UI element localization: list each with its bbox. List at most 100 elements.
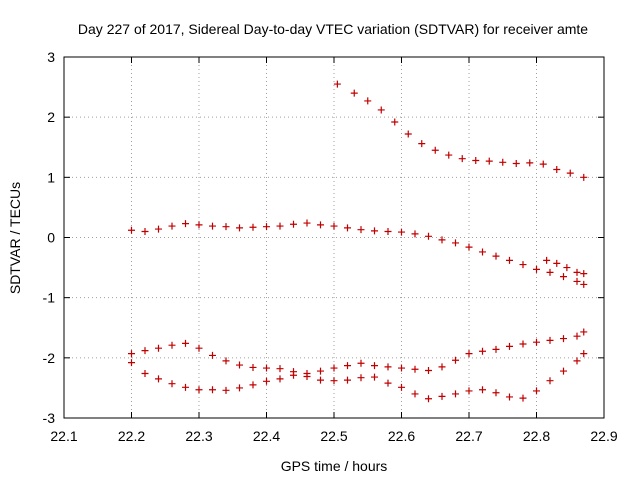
data-point xyxy=(438,392,446,400)
data-point xyxy=(182,339,189,347)
series-track-c xyxy=(543,256,588,278)
x-tick-label: 22.7 xyxy=(455,428,482,444)
data-point xyxy=(222,357,230,365)
data-point xyxy=(465,243,473,251)
data-point xyxy=(533,387,540,395)
data-point xyxy=(512,159,520,167)
x-axis-label: GPS time / hours xyxy=(281,458,388,474)
data-point xyxy=(580,350,588,358)
data-point xyxy=(438,236,446,244)
data-point xyxy=(425,395,432,403)
series-layer xyxy=(128,80,588,403)
data-point xyxy=(249,363,257,371)
data-point xyxy=(330,377,338,385)
data-point xyxy=(236,224,243,232)
y-axis-label: SDTVAR / TECUs xyxy=(7,182,23,294)
y-tick-label: -2 xyxy=(43,350,56,366)
data-point xyxy=(465,350,473,358)
data-point xyxy=(543,256,551,264)
data-point xyxy=(364,97,372,105)
x-tick-label: 22.1 xyxy=(50,428,77,444)
data-point xyxy=(425,232,432,240)
data-point xyxy=(573,357,581,365)
data-point xyxy=(330,364,338,372)
data-point xyxy=(563,264,571,272)
y-tick-label: 3 xyxy=(47,49,55,65)
data-point xyxy=(236,361,243,369)
data-point xyxy=(546,336,554,344)
data-point xyxy=(168,222,176,230)
data-point xyxy=(303,219,311,227)
data-point xyxy=(418,140,426,148)
data-point xyxy=(580,328,588,336)
data-point xyxy=(357,359,365,367)
data-point xyxy=(141,369,149,377)
data-point xyxy=(377,106,385,114)
data-point xyxy=(155,344,162,352)
data-point xyxy=(479,248,486,256)
data-point xyxy=(533,265,540,273)
data-point xyxy=(209,386,216,394)
data-point xyxy=(573,332,581,340)
data-point xyxy=(506,256,513,264)
data-point xyxy=(317,376,324,384)
data-point xyxy=(168,380,176,388)
data-point xyxy=(438,363,446,371)
data-point xyxy=(519,394,527,402)
data-point xyxy=(209,222,216,230)
data-point xyxy=(195,221,203,229)
data-point xyxy=(344,362,351,370)
data-point xyxy=(472,156,480,164)
data-point xyxy=(398,228,405,236)
data-point xyxy=(445,151,453,159)
data-point xyxy=(479,386,486,394)
data-point xyxy=(452,239,459,247)
chart-title: Day 227 of 2017, Sidereal Day-to-day VTE… xyxy=(78,21,588,37)
data-point xyxy=(371,227,378,235)
series-track-b xyxy=(128,219,588,288)
data-point xyxy=(533,338,540,346)
data-point xyxy=(573,277,581,285)
data-point xyxy=(553,259,561,267)
data-point xyxy=(155,375,162,383)
data-point xyxy=(222,386,230,394)
data-point xyxy=(263,364,270,372)
data-point xyxy=(276,375,284,383)
data-point xyxy=(236,384,243,392)
x-tick-label: 22.3 xyxy=(185,428,212,444)
data-point xyxy=(506,393,513,401)
tick-layer: 22.1 22.2 22.3 22.4 22.5 22.6 22.7 22.8 22.9 3 2 1 0… xyxy=(43,49,618,444)
data-point xyxy=(249,223,257,231)
data-point xyxy=(195,386,203,394)
data-point xyxy=(425,366,432,374)
data-point xyxy=(560,367,567,375)
data-point xyxy=(317,367,324,375)
data-point xyxy=(546,268,554,276)
series-track-e xyxy=(128,350,588,403)
data-point xyxy=(411,230,419,238)
data-point xyxy=(263,223,270,231)
data-point xyxy=(317,221,324,229)
data-point xyxy=(485,157,493,165)
x-tick-label: 22.6 xyxy=(388,428,415,444)
data-point xyxy=(560,273,567,281)
data-point xyxy=(411,390,419,398)
y-tick-label: 1 xyxy=(47,169,55,185)
y-tick-label: -3 xyxy=(43,410,56,426)
data-point xyxy=(195,344,203,352)
y-tick-label: 0 xyxy=(47,230,55,246)
data-point xyxy=(344,224,351,232)
data-point xyxy=(458,155,466,163)
data-point xyxy=(398,383,405,391)
data-point xyxy=(580,270,588,278)
data-point xyxy=(384,379,392,387)
series-track-d xyxy=(128,328,588,377)
data-point xyxy=(465,387,473,395)
data-point xyxy=(452,390,459,398)
y-tick-label: -1 xyxy=(43,290,56,306)
data-point xyxy=(560,335,567,343)
y-tick-label: 2 xyxy=(47,109,55,125)
data-point xyxy=(404,130,412,138)
data-point xyxy=(539,160,547,168)
